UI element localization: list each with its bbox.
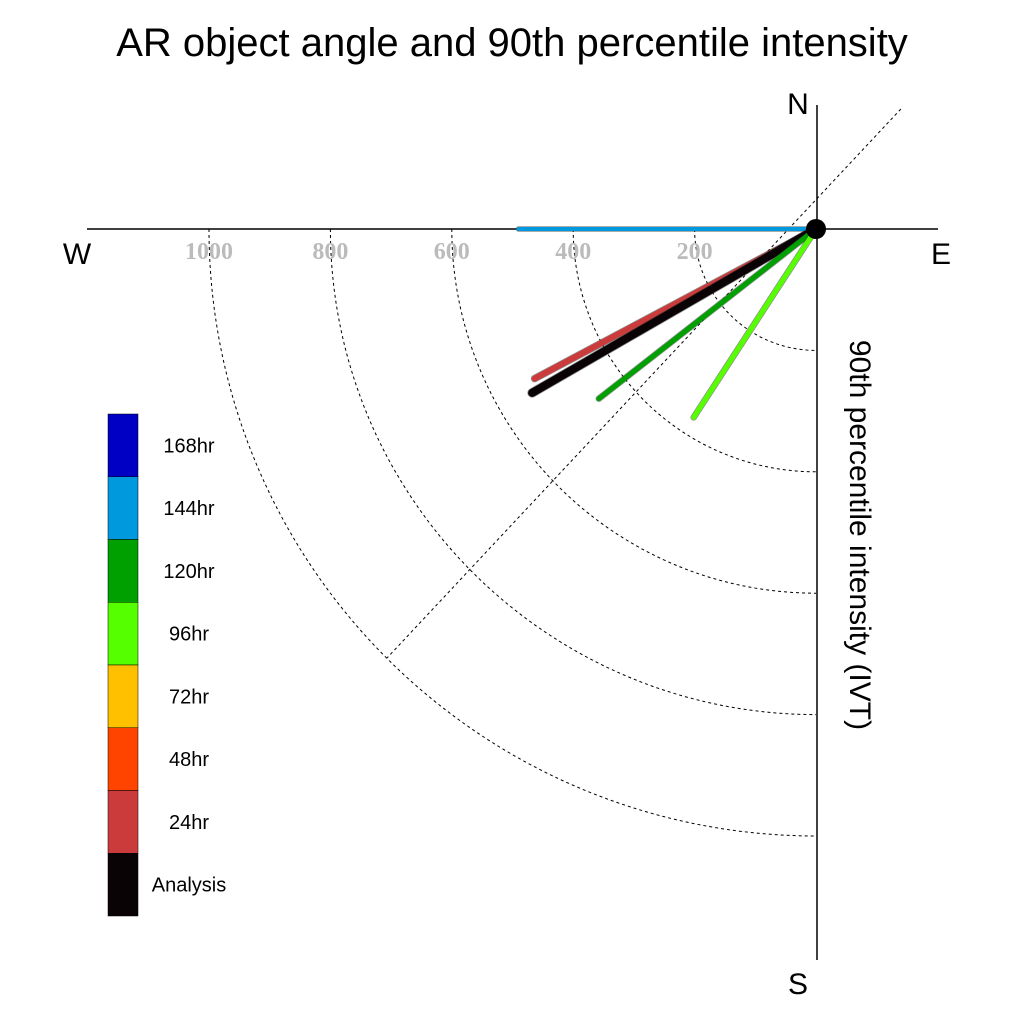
legend-label: 48hr [169,749,209,771]
radial-arc-200 [694,228,817,351]
legend-swatch [107,853,139,917]
radial-axis-label: 90th percentile intensity (IVT) [843,340,876,730]
radial-arc-600 [451,228,817,594]
legend-label: 120hr [163,561,214,583]
radial-tick-label: 600 [434,239,470,265]
radial-tick-labels: 200 400 600 800 1000 [185,239,713,265]
chart-title: AR object angle and 90th percentile inte… [116,21,908,65]
legend-label: 24hr [169,812,209,834]
legend-label: 72hr [169,686,209,708]
radial-arc-1000 [208,228,817,837]
legend-label: 168hr [163,435,214,457]
radial-arc-400 [572,228,817,473]
radial-arc-800 [329,228,817,716]
diagonal-guide [386,108,902,659]
intensity-vectors [515,224,821,421]
vector-analysis [528,225,820,397]
compass-west: W [63,238,92,271]
origin-marker [806,219,826,239]
legend-swatch [107,664,139,728]
legend-label: 96hr [169,624,209,646]
legend-swatch [107,602,139,666]
colorbar-legend: 168hr 144hr 120hr 96hr 72hr 48hr 24hr Analysis [107,413,226,917]
legend-label: 144hr [163,498,214,520]
legend-label: Analysis [152,875,226,897]
legend-swatch [107,539,139,603]
compass-north: N [787,88,809,121]
legend-swatch [107,790,139,854]
legend-swatch [107,727,139,791]
radial-tick-label: 1000 [185,239,233,265]
vector-120hr [596,226,819,402]
radial-tick-label: 400 [555,239,591,265]
radial-tick-label: 200 [677,239,713,265]
legend-swatch [107,476,139,540]
radial-tick-label: 800 [312,239,348,265]
compass-east: E [931,238,951,271]
vector-96hr [691,226,819,420]
polar-grid [208,228,817,837]
compass-south: S [788,968,808,1001]
legend-swatch [107,413,139,477]
